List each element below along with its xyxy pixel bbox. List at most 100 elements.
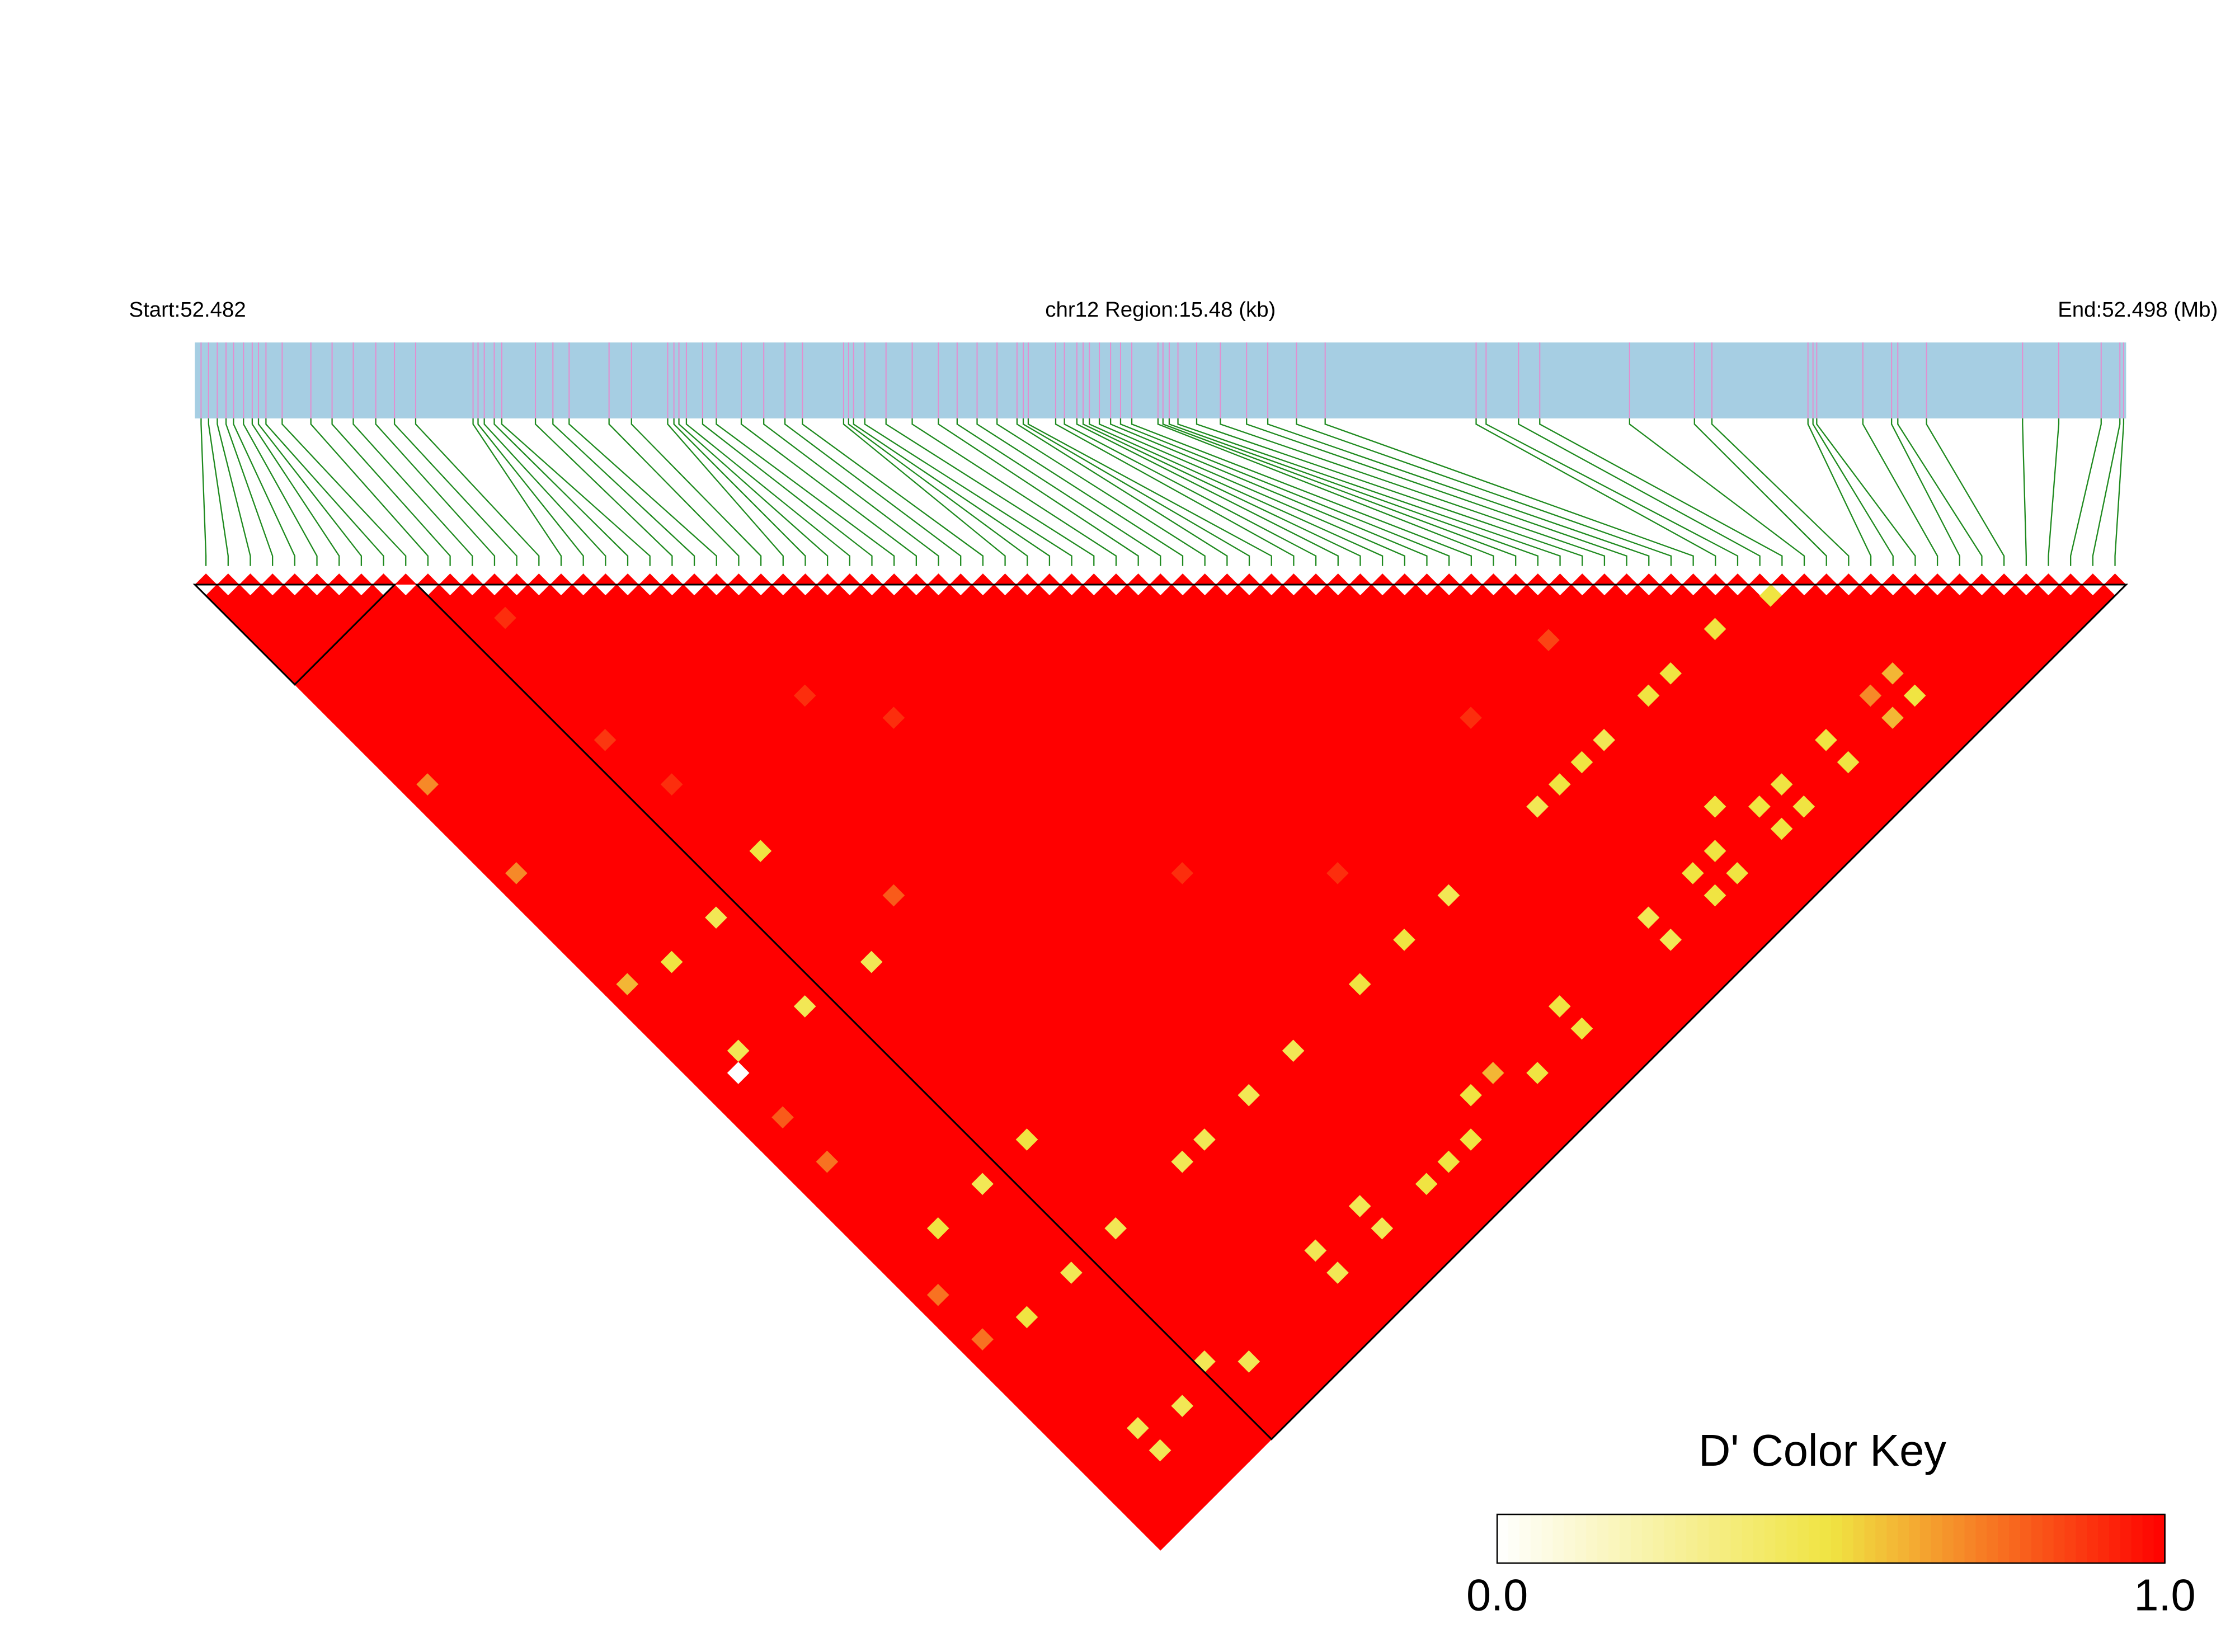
snp-link [233,418,295,566]
ld-cell [1570,862,1594,885]
ld-cell [1226,1428,1250,1451]
self-cell [2082,573,2104,585]
ld-cell [1226,1117,1250,1140]
ld-cell [494,606,517,630]
ld-cell [1226,584,1250,608]
self-cell [394,573,417,585]
snp-link [1296,418,1672,566]
ld-cell [1359,1117,1383,1140]
ld-cell [350,662,373,685]
ld-cell [1204,584,1228,608]
ld-cell [949,995,972,1018]
ld-cell [1437,639,1461,663]
ld-cell [494,717,517,741]
ld-cell [1937,584,1960,608]
self-cell [1793,573,1815,585]
ld-cell [1226,873,1250,896]
ld-cell [1226,983,1250,1007]
ld-cell [305,617,329,641]
ld-cell [1715,961,1738,985]
ld-cell [716,1072,740,1096]
ld-cell [1437,617,1461,641]
ld-cell [361,651,384,674]
ld-cell [1437,1239,1461,1262]
ld-cell [705,883,728,907]
ld-cell [1093,1006,1117,1029]
snp-link [483,418,606,566]
ld-cell [1215,1461,1239,1484]
ld-cell [1249,1139,1272,1162]
ld-cell [438,773,462,796]
ld-cell [1371,773,1394,796]
ld-cell [1870,584,1894,608]
ld-cell [816,839,839,863]
ld-cell [949,595,972,619]
ld-cell [1093,1472,1117,1495]
colorbar-swatch [1853,1514,1865,1564]
ld-cell [1226,1449,1250,1473]
ld-cell [949,750,972,774]
ld-cell [1226,1006,1250,1029]
colorbar-swatch [1864,1514,1876,1564]
ld-cell [1437,1039,1461,1062]
ld-cell [705,1016,728,1041]
ld-cell [816,684,839,707]
ld-cell [949,706,972,729]
ld-cell [1715,895,1738,918]
snp-link [843,418,1006,566]
ld-cell [638,995,662,1018]
ld-cell [294,584,318,608]
ld-cell [638,906,662,929]
colorbar-swatch [1552,1514,1565,1564]
ld-cell [705,773,728,796]
ld-cell [1226,1050,1250,1074]
self-cell [1149,573,1172,585]
colorbar-swatch [2064,1514,2077,1564]
ld-cell [705,684,728,707]
ld-cell [760,584,784,608]
ld-cell [1271,584,1295,608]
snp-link [1022,418,1250,566]
ld-cell [1626,584,1650,608]
ld-cell [1437,972,1461,996]
ld-cell [804,828,828,851]
self-cell [1748,573,1771,585]
colorbar-swatch [1608,1514,1621,1564]
ld-cell [1226,672,1250,696]
self-cell [972,573,994,585]
ld-cell [949,684,972,707]
ld-cell [338,606,362,630]
ld-cell [816,595,839,619]
snp-link [716,418,895,566]
ld-cell [804,1072,828,1096]
ld-cell [1249,895,1272,918]
snp-link [1109,418,1428,566]
ld-cell [2092,584,2116,608]
ld-cell [505,684,529,707]
ld-cell [638,862,662,885]
ld-cell [427,784,451,807]
ld-cell [1249,1072,1272,1096]
self-cell [239,573,262,585]
ld-cell [1359,1161,1383,1185]
snp-link [477,418,584,566]
self-cell [1349,573,1372,585]
ld-cell [338,584,362,608]
ld-cell [1226,850,1250,874]
ld-cell [1437,1084,1461,1107]
ld-cell [804,739,828,763]
ld-cell [1437,1172,1461,1196]
ld-cell [1570,906,1594,929]
snp-link [375,418,496,566]
ld-cell [1249,1094,1272,1118]
snp-link [784,418,962,566]
ld-cell [1226,739,1250,763]
ld-cell [1692,584,1716,608]
ld-cell [1249,806,1272,830]
colorbar-swatch [1786,1514,1799,1564]
ld-cell [1027,584,1050,608]
ld-cell [505,773,529,796]
snp-link [1324,418,1694,566]
ld-cell [1226,606,1250,630]
